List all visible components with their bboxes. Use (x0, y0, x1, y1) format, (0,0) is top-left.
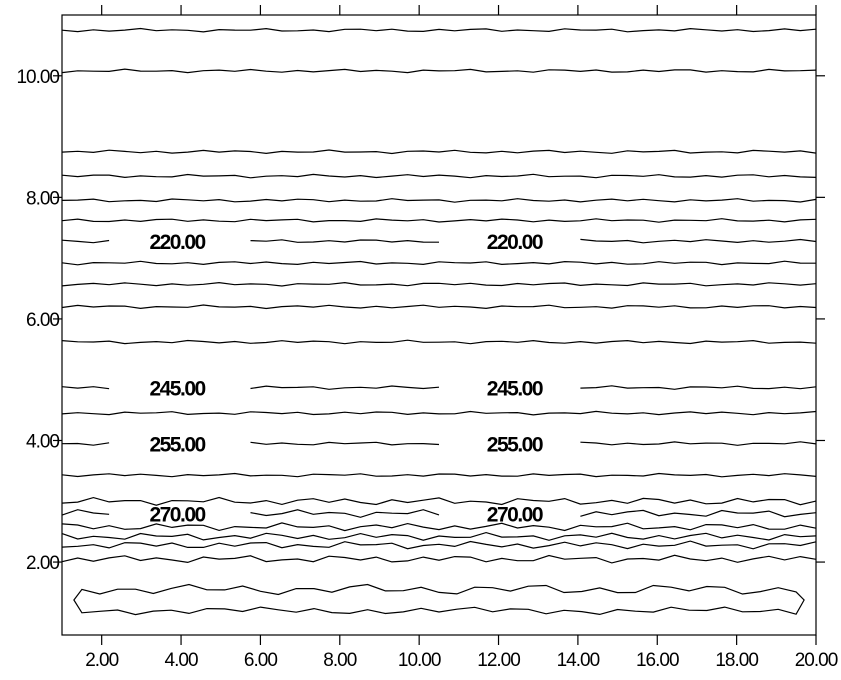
y-tick-label: 4.00 (26, 431, 59, 452)
x-tick-label: 6.00 (244, 650, 277, 671)
x-tick-label: 10.00 (398, 650, 441, 671)
contour-lines (61, 27, 817, 616)
contour-line (61, 472, 817, 478)
contour-line (61, 198, 817, 203)
contour-line (61, 386, 110, 390)
contour-line (61, 281, 817, 287)
contour-line (61, 68, 817, 74)
contour-label: 245.00 (149, 378, 205, 401)
contour-line (61, 339, 817, 345)
contour-line (250, 385, 440, 390)
x-tick-label: 18.00 (715, 650, 758, 671)
contour-label: 255.00 (487, 434, 543, 457)
axis-tick-labels: 2.00 4.00 6.00 8.00 10.00 12.00 14.00 16.00 18.0… (16, 67, 838, 671)
contour-line (61, 218, 817, 223)
contour-line (580, 385, 817, 390)
contour-label: 245.00 (487, 378, 543, 401)
contour-line (61, 410, 817, 416)
contour-line (61, 509, 110, 516)
x-tick-label: 4.00 (165, 650, 198, 671)
x-tick-label: 16.00 (636, 650, 679, 671)
plot-frame (61, 14, 817, 636)
y-tick-label: 2.00 (26, 553, 59, 574)
contour-line (61, 522, 817, 532)
contour-label: 270.00 (487, 503, 543, 526)
contour-line (250, 239, 440, 243)
contour-line (61, 496, 817, 506)
axis-ticks (53, 5, 825, 645)
contour-line (61, 540, 817, 550)
contour-label: 255.00 (149, 434, 205, 457)
contour-line (61, 239, 110, 244)
contour-line (61, 27, 817, 33)
contour-line (61, 442, 110, 446)
x-tick-label: 2.00 (85, 650, 118, 671)
closed-contour (73, 583, 805, 616)
contour-line (61, 149, 817, 155)
y-tick-label: 10.00 (16, 67, 59, 88)
x-tick-label: 12.00 (477, 650, 520, 671)
y-tick-label: 8.00 (26, 188, 59, 209)
contour-line (61, 260, 817, 266)
contour-line (250, 441, 440, 446)
contour-line (61, 554, 817, 564)
contour-label: 220.00 (487, 231, 543, 254)
x-tick-label: 20.00 (795, 650, 838, 671)
contour-line (61, 531, 817, 541)
x-tick-label: 14.00 (557, 650, 600, 671)
contour-line (580, 509, 817, 518)
contour-line (580, 238, 817, 244)
contour-line (61, 304, 817, 310)
x-tick-label: 8.00 (323, 650, 356, 671)
contour-labels: 220.00 220.00 245.00 245.00 255.00 255.00 270.… (149, 231, 544, 526)
contour-line (250, 509, 440, 518)
contour-line (61, 173, 817, 179)
y-tick-label: 6.00 (26, 310, 59, 331)
contour-line (580, 441, 817, 446)
contour-label: 220.00 (149, 231, 205, 254)
contour-label: 270.00 (149, 503, 205, 526)
